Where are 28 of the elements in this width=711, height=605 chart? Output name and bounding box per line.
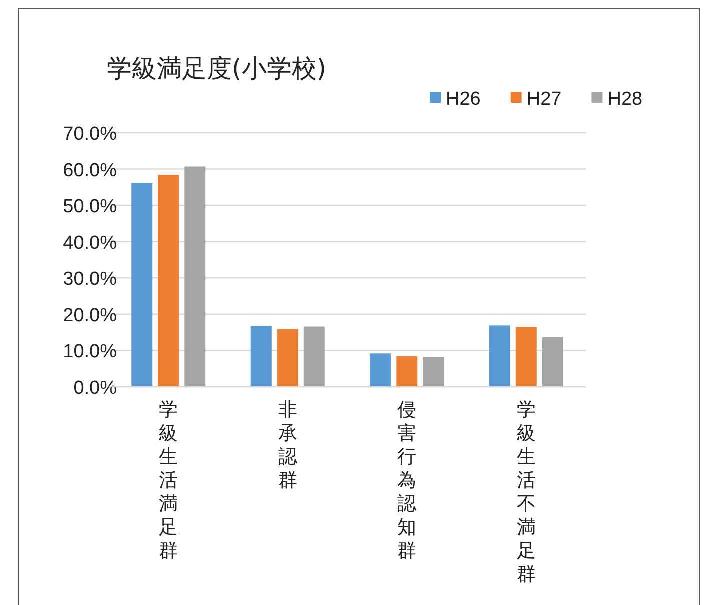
y-tick-label: 30.0% — [63, 269, 118, 290]
bar — [158, 175, 180, 387]
bar — [250, 326, 272, 387]
bar — [489, 326, 510, 387]
x-tick-label: 非承認群 — [278, 399, 298, 492]
y-tick-label: 70.0% — [63, 124, 118, 145]
y-tick-label: 50.0% — [63, 196, 118, 218]
bar — [423, 357, 444, 387]
legend-label: H28 — [608, 89, 643, 110]
bar — [516, 327, 537, 387]
x-tick-label: 学級生活満足群 — [159, 399, 178, 562]
bar — [370, 354, 392, 387]
bar — [277, 329, 298, 387]
y-tick-label: 40.0% — [63, 232, 118, 254]
chart-title: 学級満足度(小学校) — [107, 54, 327, 83]
bar — [396, 356, 418, 387]
x-tick-label: 侵害行為認知群 — [398, 399, 417, 562]
bar — [184, 166, 206, 387]
y-tick-label: 60.0% — [63, 160, 118, 182]
y-tick-label: 10.0% — [63, 342, 118, 363]
bar — [132, 183, 153, 387]
legend-label: H26 — [446, 89, 481, 110]
y-tick-label: 20.0% — [63, 305, 118, 326]
bar — [542, 337, 564, 387]
x-tick-label: 学級生活不満足群 — [516, 399, 536, 586]
legend-label: H27 — [526, 89, 562, 110]
bar — [304, 326, 325, 387]
y-tick-label: 0.0% — [74, 378, 118, 399]
